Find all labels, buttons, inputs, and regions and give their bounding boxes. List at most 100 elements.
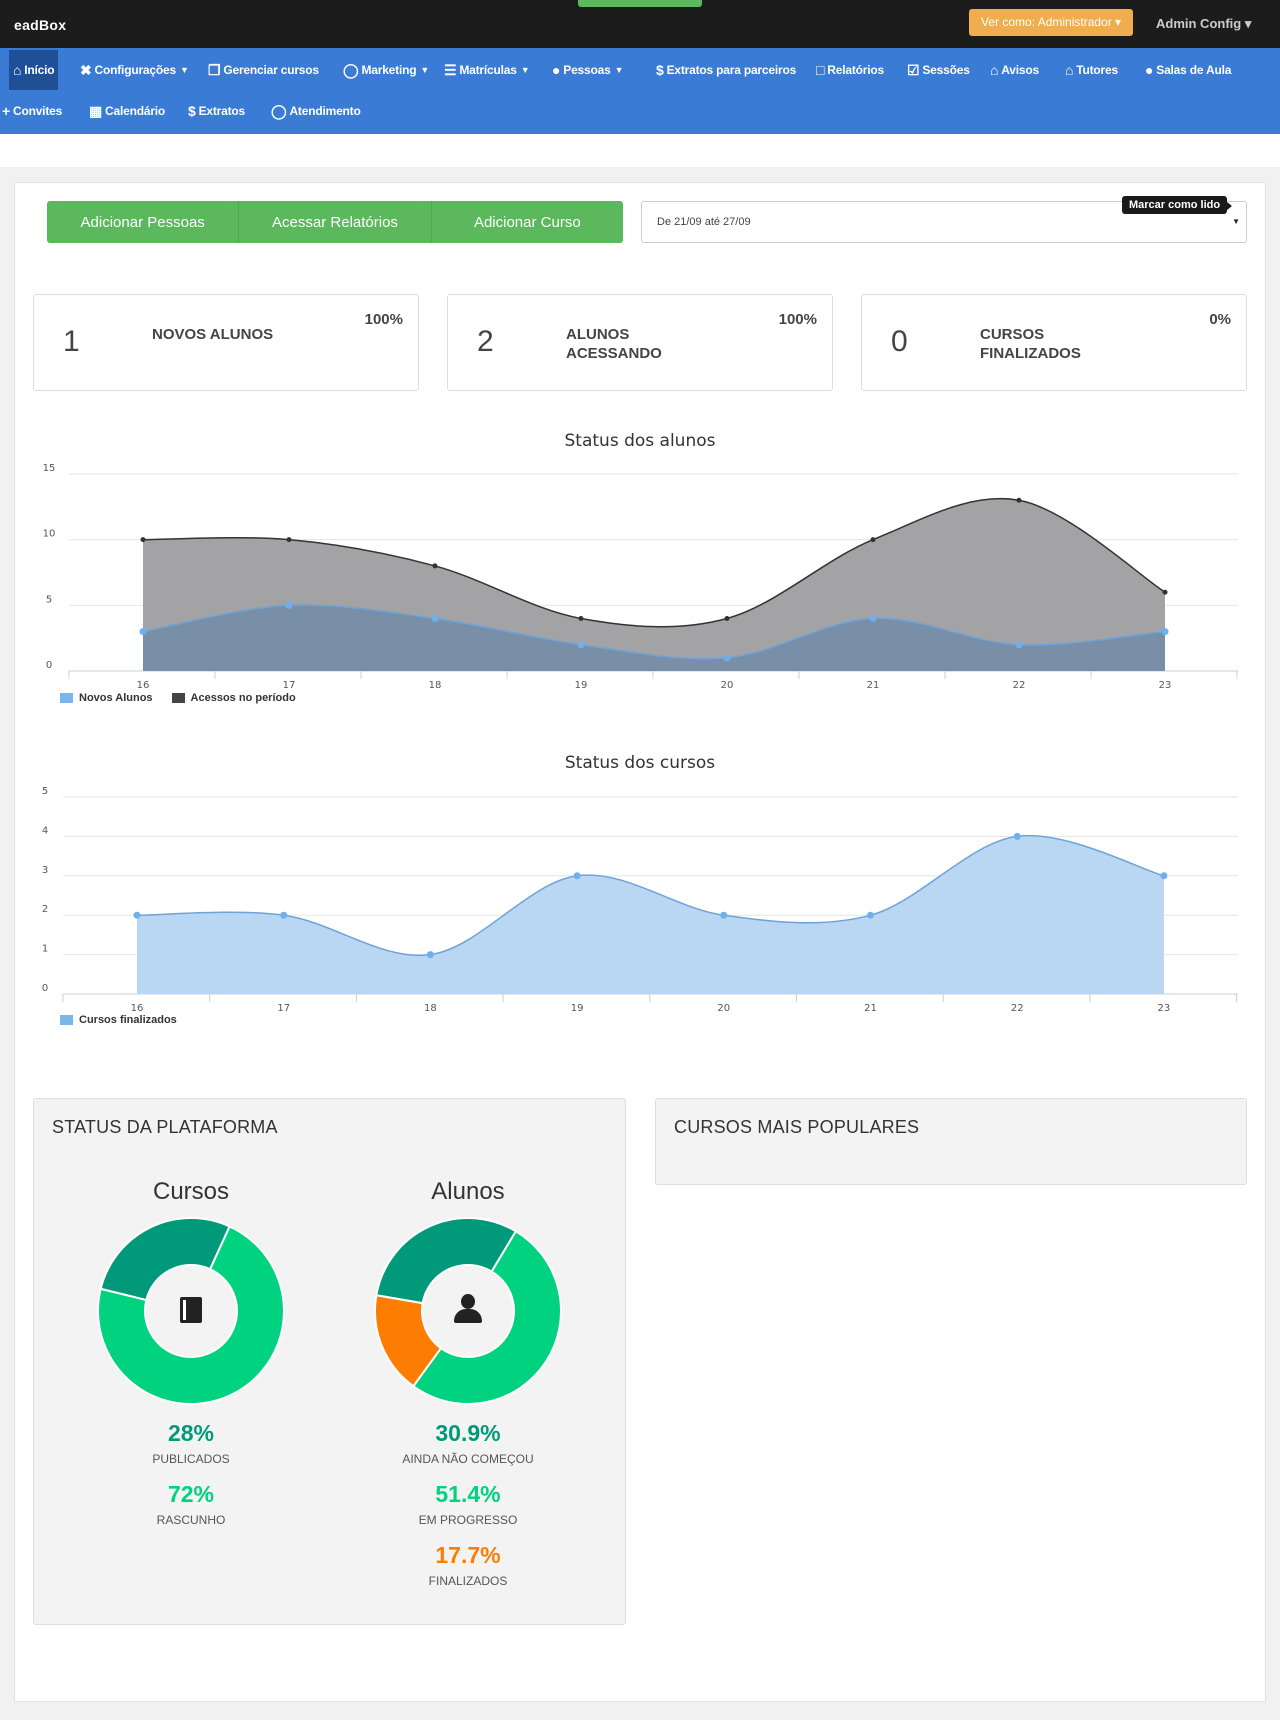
stat-percent: 100%: [778, 311, 817, 328]
chart-title-courses: Status dos cursos: [564, 753, 716, 773]
person-icon: [453, 1294, 483, 1324]
courses-published-percent: 28%: [167, 1420, 215, 1446]
stat-card-new-students: 1 NOVOS ALUNOS 100%: [33, 294, 419, 391]
nav-item-avisos[interactable]: ⌂ Avisos: [990, 50, 1039, 90]
chart-legend-students: Novos Alunos Acessos no período: [60, 692, 315, 704]
top-bar: eadBox Ver como: Administrador ▾ Admin C…: [0, 0, 1280, 48]
nav-item-label: Relatórios: [827, 63, 884, 77]
students-finished-label: FINALIZADOS: [428, 1574, 508, 1588]
bar-chart-icon: □: [816, 62, 825, 78]
nav-item-extratos[interactable]: $ Extratos: [188, 91, 245, 131]
caret-down-icon: ▼: [420, 65, 430, 75]
stat-value: 0: [891, 325, 908, 358]
caret-down-icon: ▼: [520, 65, 530, 75]
home-icon: ⌂: [13, 62, 22, 78]
nav-item-label: Atendimento: [289, 104, 361, 118]
stat-label: NOVOS ALUNOS: [152, 326, 274, 343]
nav-item-extratos-parceiros[interactable]: $ Extratos para parceiros: [656, 50, 796, 90]
caret-down-icon: ▼: [179, 65, 189, 75]
students-not-started-label: AINDA NÃO COMEÇOU: [402, 1452, 534, 1466]
stat-card-students-accessing: 2 ALUNOS ACESSANDO 100%: [447, 294, 833, 391]
nav-item-label: Extratos: [198, 104, 246, 118]
nav-item-label: Convites: [12, 104, 63, 118]
view-as-role-button[interactable]: Ver como: Administrador ▾: [969, 9, 1134, 36]
donut-title-students: Alunos: [431, 1178, 505, 1205]
legend-label: Acessos no período: [190, 692, 296, 704]
nav-item-label: Gerenciar cursos: [223, 63, 319, 77]
calendar-icon: ▦: [89, 103, 103, 119]
nav-item-configuracoes[interactable]: ✖ Configurações ▼: [80, 50, 189, 90]
stat-label: ALUNOS ACESSANDO: [566, 326, 662, 362]
action-button-group: Adicionar Pessoas Acessar Relatórios Adi…: [47, 201, 623, 243]
nav-item-relatorios[interactable]: □ Relatórios: [816, 50, 884, 90]
mark-as-read-tooltip[interactable]: Marcar como lido: [1122, 196, 1233, 214]
home-icon: ⌂: [1065, 62, 1074, 78]
legend-label: Cursos finalizados: [79, 1014, 177, 1026]
courses-published-label: PUBLICADOS: [152, 1452, 230, 1466]
nav-item-atendimento[interactable]: ◯ Atendimento: [271, 91, 361, 131]
admin-config-menu[interactable]: Admin Config ▾: [1156, 16, 1252, 31]
stat-percent: 0%: [1209, 311, 1231, 328]
nav-item-label: Extratos para parceiros: [666, 63, 797, 77]
stat-value: 2: [477, 325, 494, 358]
subheader: [0, 134, 1280, 167]
nav-item-pessoas[interactable]: ● Pessoas ▼: [552, 50, 623, 90]
legend-item[interactable]: Cursos finalizados: [60, 1014, 177, 1026]
students-finished-percent: 17.7%: [435, 1542, 501, 1568]
popular-courses-panel: CURSOS MAIS POPULARES: [655, 1098, 1247, 1185]
chart-legend-courses: Cursos finalizados: [60, 1014, 196, 1026]
nav-item-matriculas[interactable]: ☰ Matrículas ▼: [444, 50, 530, 90]
panel-title: CURSOS MAIS POPULARES: [674, 1117, 920, 1137]
students-in-progress-label: EM PROGRESSO: [418, 1513, 518, 1527]
book-icon: [178, 1296, 204, 1324]
chart-title-students: Status dos alunos: [564, 431, 716, 451]
courses-draft-label: RASCUNHO: [156, 1513, 226, 1527]
group-icon: ●: [1145, 62, 1154, 78]
tools-icon: ✖: [80, 62, 92, 78]
nav-item-inicio[interactable]: ⌂ Início: [9, 50, 59, 90]
nav-item-marketing[interactable]: ◯ Marketing ▼: [343, 50, 429, 90]
legend-label: Novos Alunos: [79, 692, 153, 704]
add-course-button[interactable]: Adicionar Curso: [473, 213, 581, 231]
stat-value: 1: [63, 325, 80, 358]
nav-item-gerenciar-cursos[interactable]: ❐ Gerenciar cursos: [208, 50, 319, 90]
courses-draft-percent: 72%: [167, 1481, 215, 1507]
nav-item-tutores[interactable]: ⌂ Tutores: [1065, 50, 1118, 90]
stat-card-courses-finished: 0 CURSOS FINALIZADOS 0%: [861, 294, 1247, 391]
nav-item-calendario[interactable]: ▦ Calendário: [89, 91, 165, 131]
legend-swatch: [60, 693, 73, 703]
legend-swatch: [60, 1015, 73, 1025]
lightbulb-icon: ◯: [343, 62, 359, 78]
nav-item-label: Início: [24, 63, 55, 77]
dollar-icon: $: [188, 103, 196, 119]
nav-item-label: Tutores: [1076, 63, 1118, 77]
nav-item-label: Avisos: [1001, 63, 1039, 77]
tab-indicator: [578, 0, 702, 7]
main-nav: ⌂ Início ✖ Configurações ▼ ❐ Gerenciar c…: [0, 48, 1280, 134]
nav-item-salas-de-aula[interactable]: ● Salas de Aula: [1145, 50, 1231, 90]
legend-item[interactable]: Acessos no período: [171, 692, 296, 704]
app-logo[interactable]: eadBox: [14, 17, 67, 33]
date-range-value: De 21/09 até 27/09: [657, 216, 751, 228]
caret-down-icon: ▼: [614, 65, 624, 75]
nav-item-convites[interactable]: + Convites: [2, 91, 62, 131]
add-user-icon: +: [2, 103, 10, 119]
lightbulb-icon: ◯: [271, 103, 287, 119]
add-people-button[interactable]: Adicionar Pessoas: [47, 201, 240, 243]
layers-icon: ☰: [444, 62, 457, 78]
stat-label: CURSOS FINALIZADOS: [980, 326, 1081, 362]
dollar-icon: $: [656, 62, 664, 78]
nav-item-label: Matrículas: [459, 63, 517, 77]
nav-item-sessoes[interactable]: ☑ Sessões: [907, 50, 970, 90]
dropdown-arrow-icon: ▼: [1232, 217, 1240, 226]
legend-item[interactable]: Novos Alunos: [60, 692, 153, 704]
nav-item-label: Calendário: [105, 104, 166, 118]
students-in-progress-percent: 51.4%: [435, 1481, 501, 1507]
nav-item-label: Pessoas: [563, 63, 611, 77]
stat-percent: 100%: [364, 311, 403, 328]
nav-item-label: Marketing: [361, 63, 417, 77]
access-reports-button[interactable]: Acessar Relatórios: [239, 201, 432, 243]
home-icon: ⌂: [990, 62, 999, 78]
nav-item-label: Configurações: [94, 63, 177, 77]
user-icon: ●: [552, 62, 561, 78]
